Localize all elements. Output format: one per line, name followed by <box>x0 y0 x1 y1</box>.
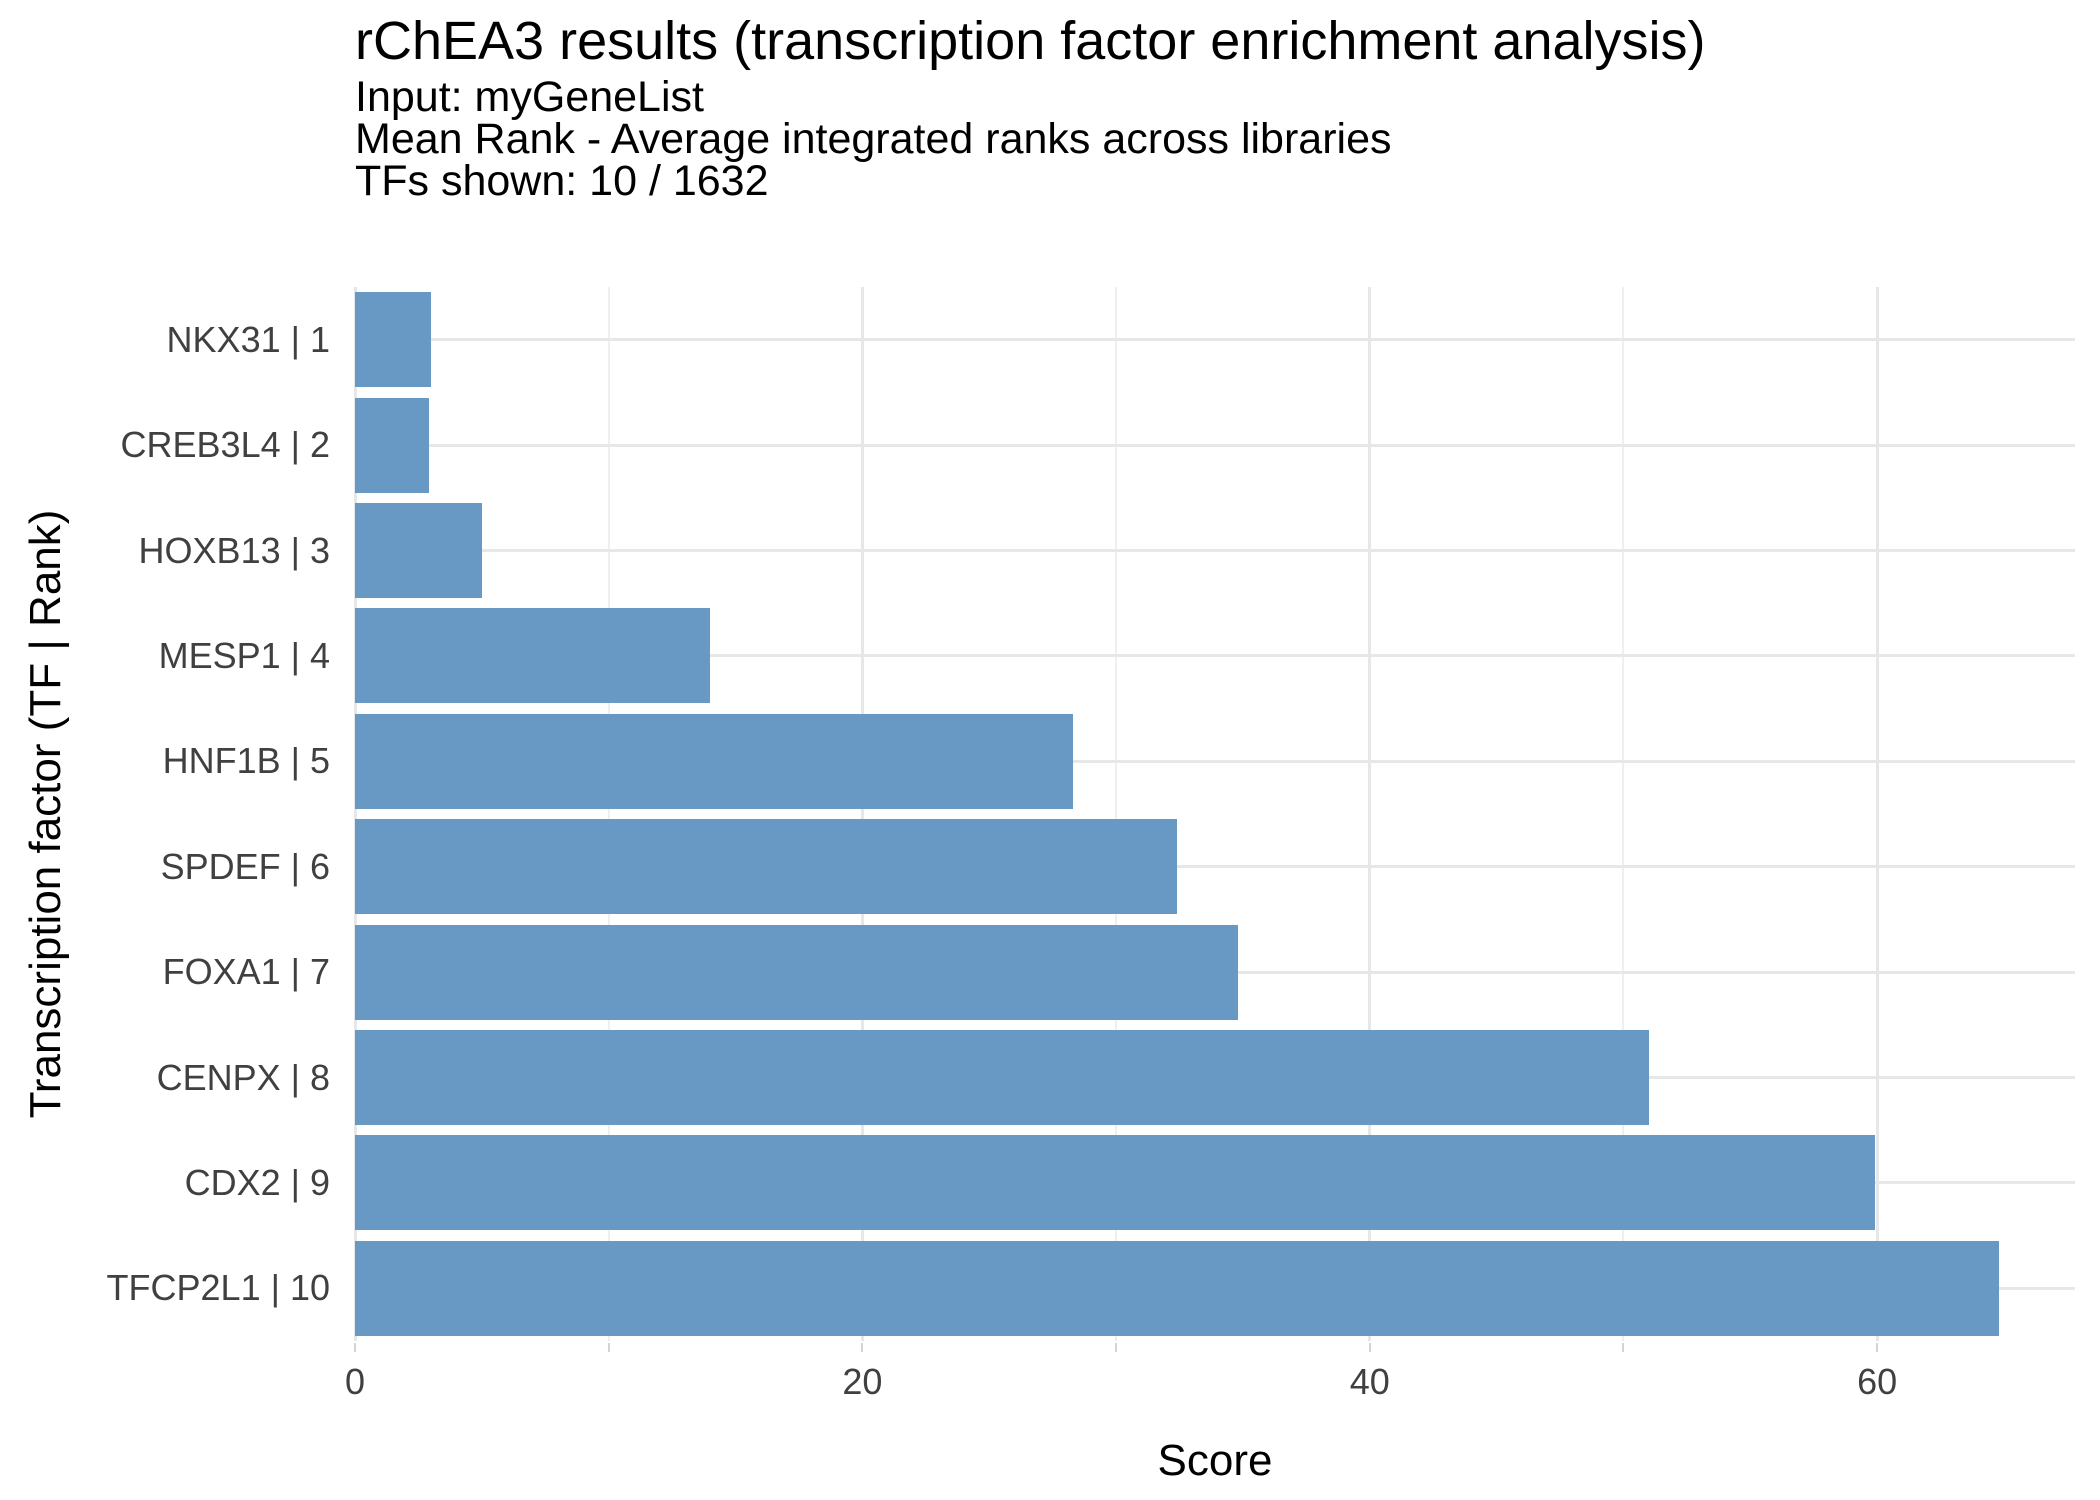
bar <box>355 1240 1999 1336</box>
x-tick-mark <box>1622 1343 1625 1352</box>
bar <box>355 292 432 388</box>
category-label: HOXB13 | 3 <box>138 529 330 571</box>
category-label: TFCP2L1 | 10 <box>106 1267 330 1309</box>
bar <box>355 503 482 598</box>
category-label: NKX31 | 1 <box>166 318 330 360</box>
x-major-gridline <box>860 287 864 1341</box>
y-axis-title: Transcription factor (TF | Rank) <box>21 509 70 1119</box>
y-major-gridline <box>355 549 2075 552</box>
bar <box>355 608 711 704</box>
category-label: CREB3L4 | 2 <box>120 424 330 466</box>
x-tick-label: 60 <box>1857 1361 1898 1402</box>
bar <box>355 1135 1875 1231</box>
x-major-gridline <box>353 287 357 1341</box>
x-axis-title: Score <box>1157 1436 1273 1485</box>
bar <box>355 924 1238 1020</box>
x-tick-mark <box>354 1343 356 1352</box>
x-tick-mark <box>1876 1343 1879 1352</box>
category-label: FOXA1 | 7 <box>162 951 330 993</box>
y-major-gridline <box>355 443 2075 447</box>
x-tick-label: 40 <box>1349 1361 1390 1402</box>
x-major-gridline <box>1875 287 1879 1341</box>
bar <box>355 713 1073 809</box>
chart-subtitle-line-count: TFs shown: 10 / 1632 <box>355 157 769 205</box>
bar <box>355 819 1177 915</box>
category-label: MESP1 | 4 <box>158 634 330 676</box>
x-tick-label: 0 <box>344 1361 366 1402</box>
category-label: HNF1B | 5 <box>162 740 330 782</box>
x-minor-gridline <box>607 287 610 1341</box>
chart-subtitle: Input: myGeneList Mean Rank - Average in… <box>355 73 1392 205</box>
x-tick-mark <box>1115 1343 1118 1352</box>
y-major-gridline <box>355 865 2075 869</box>
x-tick-mark <box>861 1343 864 1352</box>
bar <box>355 1030 1649 1125</box>
y-major-gridline <box>355 759 2075 763</box>
bar <box>355 397 429 493</box>
plot-panel <box>353 287 2075 1341</box>
category-label: CENPX | 8 <box>156 1056 330 1098</box>
x-major-gridline <box>1368 287 1372 1341</box>
chart-title: rChEA3 results (transcription factor enr… <box>355 11 1706 71</box>
x-minor-gridline <box>1115 287 1118 1341</box>
chart-subtitle-line-input: Input: myGeneList <box>355 73 704 121</box>
x-tick-label: 20 <box>842 1361 883 1402</box>
y-major-gridline <box>355 654 2075 658</box>
chart-subtitle-line-method: Mean Rank - Average integrated ranks acr… <box>355 115 1392 163</box>
y-major-gridline <box>355 338 2075 342</box>
category-label: CDX2 | 9 <box>184 1161 330 1203</box>
x-tick-mark <box>607 1343 610 1352</box>
category-label: SPDEF | 6 <box>160 845 330 887</box>
x-minor-gridline <box>1622 287 1625 1341</box>
x-tick-mark <box>1368 1343 1371 1352</box>
